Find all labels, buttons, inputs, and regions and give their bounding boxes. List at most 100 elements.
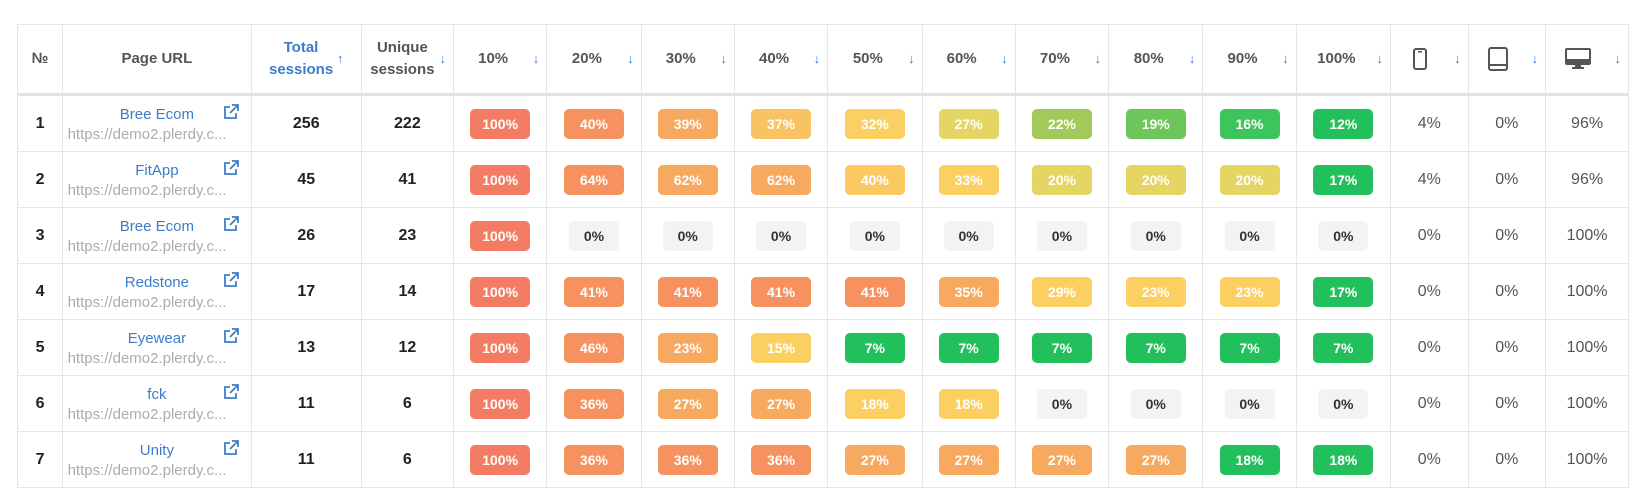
scroll-depth-cell: 40% <box>546 94 642 152</box>
desktop-icon <box>1565 48 1592 70</box>
scroll-depth-badge: 32% <box>844 108 905 139</box>
sort-desc-icon[interactable]: ↓ <box>532 51 540 66</box>
scroll-depth-cell: 100% <box>452 431 548 488</box>
col-header-desktop[interactable]: ↓ <box>1545 24 1629 95</box>
scroll-depth-cell: 27% <box>733 375 829 432</box>
scroll-depth-cell: 0% <box>640 207 735 264</box>
col-header-scroll-100[interactable]: 100% ↓ <box>1295 24 1392 95</box>
scroll-depth-badge: 7% <box>844 332 905 363</box>
scroll-depth-cell: 27% <box>827 431 923 488</box>
scroll-depth-badge: 0% <box>1130 388 1181 419</box>
external-link-icon[interactable] <box>223 384 239 400</box>
page-name-link[interactable]: Redstone <box>124 273 189 291</box>
scroll-depth-badge: 37% <box>751 108 812 139</box>
external-link-icon[interactable] <box>223 440 239 456</box>
scroll-depth-cell: 7% <box>1202 319 1297 376</box>
sort-asc-icon[interactable]: ↑ <box>336 50 344 66</box>
sort-desc-icon[interactable]: ↓ <box>1188 51 1196 66</box>
page-name-link[interactable]: Unity <box>139 441 174 459</box>
sort-desc-icon[interactable]: ↓ <box>1376 51 1384 66</box>
device-share-value: 100% <box>1545 207 1629 264</box>
scroll-depth-cell: 7% <box>1108 319 1204 376</box>
col-header-unique-sessions[interactable]: Unique sessions ↓ <box>360 24 455 95</box>
col-header-scroll-60[interactable]: 60% ↓ <box>921 24 1016 95</box>
page-cell: Unity https://demo2.plerdy.c... <box>62 431 252 488</box>
device-share-value: 100% <box>1545 375 1629 432</box>
scroll-depth-cell: 0% <box>1108 375 1204 432</box>
external-link-icon[interactable] <box>223 104 239 120</box>
scroll-depth-badge: 18% <box>1219 444 1280 475</box>
sort-desc-icon[interactable]: ↓ <box>1094 51 1102 66</box>
col-header-scroll-30[interactable]: 30% ↓ <box>640 24 735 95</box>
external-link-icon[interactable] <box>223 328 239 344</box>
external-link-icon[interactable] <box>223 160 239 176</box>
sort-desc-icon[interactable]: ↓ <box>1001 51 1008 66</box>
scroll-depth-badge: 17% <box>1313 276 1374 307</box>
scroll-depth-cell: 18% <box>1295 431 1392 488</box>
scroll-depth-badge: 100% <box>470 276 531 307</box>
scroll-depth-cell: 27% <box>1014 431 1110 488</box>
sort-desc-icon[interactable]: ↓ <box>1614 51 1622 66</box>
scroll-depth-badge: 27% <box>1031 444 1092 475</box>
scroll-depth-cell: 23% <box>640 319 735 376</box>
external-link-icon[interactable] <box>223 216 239 232</box>
external-link-icon[interactable] <box>223 272 239 288</box>
sort-desc-icon[interactable]: ↓ <box>1454 51 1461 66</box>
row-number: 5 <box>16 319 64 376</box>
scroll-depth-badge: 16% <box>1219 108 1280 139</box>
scroll-depth-cell: 7% <box>1014 319 1110 376</box>
col-header-scroll-40[interactable]: 40% ↓ <box>733 24 829 95</box>
scroll-depth-cell: 7% <box>1295 319 1392 376</box>
total-sessions-value: 256 <box>250 94 362 152</box>
scroll-depth-badge: 17% <box>1313 164 1374 195</box>
scroll-depth-cell: 37% <box>733 94 829 152</box>
col-header-scroll-80[interactable]: 80% ↓ <box>1108 24 1204 95</box>
col-header-scroll-70[interactable]: 70% ↓ <box>1014 24 1110 95</box>
scroll-depth-badge: 35% <box>938 276 999 307</box>
scroll-depth-cell: 22% <box>1014 94 1110 152</box>
scroll-depth-cell: 0% <box>1202 375 1297 432</box>
report-table-wrapper: № Page URL Total sessions↑ Unique sessio… <box>16 24 1629 488</box>
scroll-depth-badge: 23% <box>1125 276 1186 307</box>
scroll-depth-badge: 23% <box>657 332 718 363</box>
sort-desc-icon[interactable]: ↓ <box>720 51 727 66</box>
page-name-link[interactable]: FitApp <box>135 161 179 179</box>
total-sessions-value: 13 <box>250 319 362 376</box>
table-row: 6 fck https://demo2.plerdy.c... 11 6 100% 36% 2… <box>16 375 1629 432</box>
page-name-link[interactable]: Bree Ecom <box>119 217 194 235</box>
col-header-scroll-50[interactable]: 50% ↓ <box>827 24 923 95</box>
page-name-link[interactable]: Bree Ecom <box>119 105 194 123</box>
page-name-link[interactable]: Eyewear <box>127 329 187 347</box>
sort-desc-icon[interactable]: ↓ <box>1531 51 1539 66</box>
sort-desc-icon[interactable]: ↓ <box>439 51 447 66</box>
page-name-link[interactable]: fck <box>147 385 167 403</box>
scroll-depth-badge: 100% <box>470 332 531 363</box>
device-share-value: 0% <box>1390 207 1469 264</box>
device-share-value: 4% <box>1390 94 1469 152</box>
scroll-depth-label: 30% <box>665 50 696 67</box>
scroll-depth-cell: 27% <box>921 431 1016 488</box>
scroll-depth-badge: 0% <box>849 220 900 251</box>
col-header-scroll-90[interactable]: 90% ↓ <box>1202 24 1297 95</box>
sort-desc-icon[interactable]: ↓ <box>1282 51 1289 66</box>
scroll-depth-cell: 29% <box>1014 263 1110 320</box>
scroll-depth-cell: 27% <box>1108 431 1204 488</box>
scroll-depth-badge: 15% <box>751 332 812 363</box>
col-header-total-sessions[interactable]: Total sessions↑ <box>250 24 362 95</box>
scroll-depth-badge: 36% <box>657 444 718 475</box>
col-header-scroll-10[interactable]: 10% ↓ <box>452 24 548 95</box>
scroll-depth-badge: 7% <box>1125 332 1186 363</box>
mobile-icon <box>1413 48 1428 70</box>
sort-desc-icon[interactable]: ↓ <box>813 51 821 66</box>
col-header-mobile[interactable]: ↓ <box>1390 24 1469 95</box>
scroll-depth-cell: 40% <box>827 151 923 208</box>
scroll-depth-cell: 35% <box>921 263 1016 320</box>
scroll-depth-badge: 0% <box>1130 220 1181 251</box>
sort-desc-icon[interactable]: ↓ <box>908 51 915 66</box>
col-header-tablet[interactable]: ↓ <box>1467 24 1547 95</box>
col-header-scroll-20[interactable]: 20% ↓ <box>546 24 642 95</box>
sort-desc-icon[interactable]: ↓ <box>627 51 634 66</box>
scroll-depth-cell: 41% <box>640 263 735 320</box>
scroll-depth-cell: 64% <box>546 151 642 208</box>
scroll-depth-cell: 100% <box>452 94 548 152</box>
